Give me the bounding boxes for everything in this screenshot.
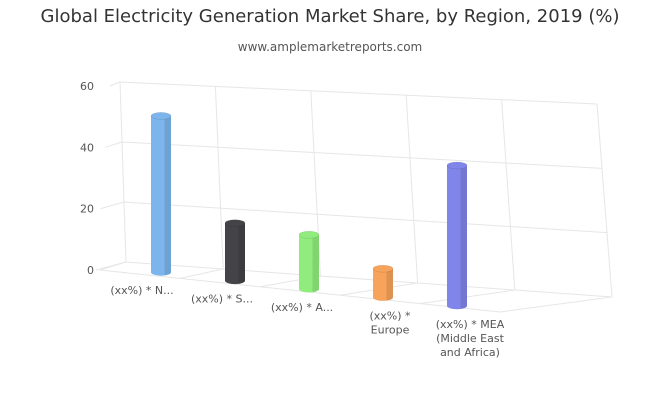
gridline xyxy=(105,141,603,169)
floor-edge xyxy=(99,269,501,313)
grid-layer xyxy=(95,81,613,313)
chart-subtitle: www.amplemarketreports.com xyxy=(237,40,423,54)
y-tick-label: 0 xyxy=(87,264,94,277)
x-tick-label: (xx%) * N... xyxy=(110,284,173,297)
gridline xyxy=(499,103,613,313)
y-tick-label: 60 xyxy=(80,80,94,93)
gridline xyxy=(179,86,224,279)
bar[interactable] xyxy=(446,161,468,310)
gridline xyxy=(109,81,598,105)
x-tick-label: (xx%) * MEA (Middle East and Africa) xyxy=(436,318,505,359)
chart-title: Global Electricity Generation Market Sha… xyxy=(40,6,620,27)
x-tick-label: (xx%) * A... xyxy=(271,301,333,314)
gridline xyxy=(100,201,608,234)
y-axis: 0 20 40 60 xyxy=(80,80,94,277)
gridline xyxy=(99,81,127,271)
gridline xyxy=(339,95,419,296)
bar[interactable] xyxy=(298,231,320,293)
x-tick-label: (xx%) * Europe xyxy=(369,309,411,336)
gridline xyxy=(259,90,321,288)
bar[interactable] xyxy=(372,264,394,301)
bar[interactable] xyxy=(224,219,246,285)
y-tick-label: 40 xyxy=(80,141,94,154)
bar[interactable] xyxy=(150,112,172,276)
bars xyxy=(150,112,468,310)
x-tick-label: (xx%) * S... xyxy=(191,293,253,306)
gridline xyxy=(419,99,516,305)
x-axis: (xx%) * N... (xx%) * S... (xx%) * A... (xx%… xyxy=(110,284,504,359)
y-tick-label: 20 xyxy=(80,203,94,216)
